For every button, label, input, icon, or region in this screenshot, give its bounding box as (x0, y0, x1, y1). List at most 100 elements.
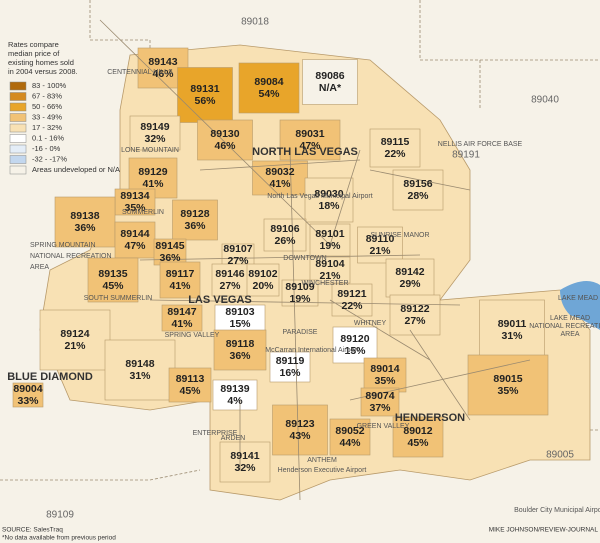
zip-region (279, 119, 341, 161)
place-name: SOUTH SUMMERLIN (84, 295, 152, 302)
zip-code: 89030 (314, 188, 343, 200)
zip-change: 20% (252, 280, 274, 292)
outer-zip: 89005 (546, 450, 574, 461)
zip-change: 41% (269, 178, 291, 190)
place-name: SPRING MOUNTAIN (30, 242, 96, 249)
zip-change: 37% (369, 402, 391, 414)
city-name: HENDERSON (395, 412, 465, 424)
zip-region (389, 294, 441, 336)
zip-region (385, 258, 435, 298)
legend-label: 67 - 83% (32, 91, 62, 100)
zip-code: 89119 (276, 355, 305, 367)
legend-label: 17 - 32% (32, 123, 62, 132)
legend-label: -32 - -17% (32, 154, 67, 163)
zip-region (302, 59, 358, 105)
zip-change: 28% (407, 190, 429, 202)
note: *No data available from previous period (2, 535, 116, 542)
zip-change: 22% (384, 148, 406, 160)
place-name: NATIONAL RECREATION (529, 323, 600, 330)
city-name: LAS VEGAS (188, 294, 252, 306)
zip-region (177, 67, 233, 123)
legend-label: -16 - 0% (32, 144, 61, 153)
zip-change: 27% (219, 280, 241, 292)
zip-change: 33% (17, 395, 39, 407)
zip-code: 89149 (140, 121, 169, 133)
place-name: SPRING VALLEY (165, 332, 220, 339)
zip-code: 89123 (285, 418, 314, 430)
place-name: ENTERPRISE (193, 430, 238, 437)
city-name: BLUE DIAMOND (7, 371, 93, 383)
zip-change: 36% (229, 350, 251, 362)
legend-swatch (9, 134, 27, 143)
zip-region (392, 416, 444, 458)
zip-region (197, 119, 253, 161)
zip-region (304, 177, 354, 223)
zip-region (104, 339, 176, 401)
zip-region (161, 304, 203, 332)
zip-change: 21% (319, 270, 341, 282)
zip-change: 35% (124, 202, 146, 214)
zip-code: 89014 (370, 363, 399, 375)
zip-code: 89015 (493, 373, 522, 385)
legend-title: median price of (8, 49, 60, 58)
zip-code: 89146 (215, 268, 244, 280)
legend-title: existing homes sold (8, 58, 74, 67)
place-name: North Las Vegas Municipal Airport (267, 193, 372, 200)
zip-change: 46% (214, 140, 236, 152)
zip-region (281, 279, 319, 307)
zip-region (246, 263, 280, 297)
place-name: NELLIS AIR FORCE BASE (438, 141, 523, 148)
zip-change: 32% (234, 462, 256, 474)
zip-code: 89130 (210, 128, 239, 140)
zip-region (87, 257, 139, 303)
zip-code: 89141 (230, 450, 259, 462)
place-name: ARDEN (221, 435, 246, 442)
zip-code: 89115 (381, 136, 410, 148)
zip-region (39, 309, 111, 371)
zip-change: 36% (74, 222, 96, 234)
zip-region (114, 188, 156, 216)
place-name: Boulder City Municipal Airport (514, 507, 600, 514)
zip-code: 89144 (120, 228, 149, 240)
zip-region (214, 304, 266, 332)
zip-code: 89011 (498, 318, 527, 330)
legend-swatch (9, 102, 27, 112)
place-name: GREEN VALLEY (357, 423, 410, 430)
place-name: WHITNEY (354, 320, 387, 327)
zip-region (360, 387, 400, 417)
legend-title: Rates compare (8, 40, 59, 49)
place-name: ANTHEM (307, 457, 337, 464)
place-name: PARADISE (283, 329, 318, 336)
zip-code: 89109 (285, 281, 314, 293)
zip-code: 89052 (335, 425, 364, 437)
zip-region (357, 226, 403, 264)
zip-change: N/A* (319, 82, 342, 94)
place-name: SUMMERLIN (122, 209, 164, 216)
zip-code: 89120 (340, 333, 369, 345)
zip-change: 16% (279, 367, 301, 379)
zip-code: 89012 (403, 425, 432, 437)
place-name: SUNRISE MANOR (370, 232, 429, 239)
zip-region (363, 357, 407, 393)
zip-code: 89131 (190, 83, 219, 95)
zip-region (369, 128, 421, 168)
zip-change: 32% (144, 133, 166, 145)
zip-code: 89122 (400, 303, 429, 315)
zip-code: 89103 (225, 306, 254, 318)
lake (560, 281, 600, 330)
zip-code: 89107 (223, 243, 252, 255)
zip-change: 21% (64, 340, 86, 352)
legend-swatch (9, 165, 27, 175)
outer-zip: 89191 (452, 150, 480, 161)
legend-title: in 2004 versus 2008. (8, 67, 78, 76)
source: SOURCE: SalesTraq (2, 527, 63, 534)
zip-code: 89086 (315, 70, 344, 82)
zip-change: 19% (289, 293, 311, 305)
zip-code: 89147 (167, 306, 196, 318)
zip-change: 54% (258, 88, 280, 100)
zip-change: 47% (124, 240, 146, 252)
zip-region (332, 326, 378, 364)
zip-code: 89106 (270, 223, 299, 235)
zip-change: 45% (407, 437, 429, 449)
